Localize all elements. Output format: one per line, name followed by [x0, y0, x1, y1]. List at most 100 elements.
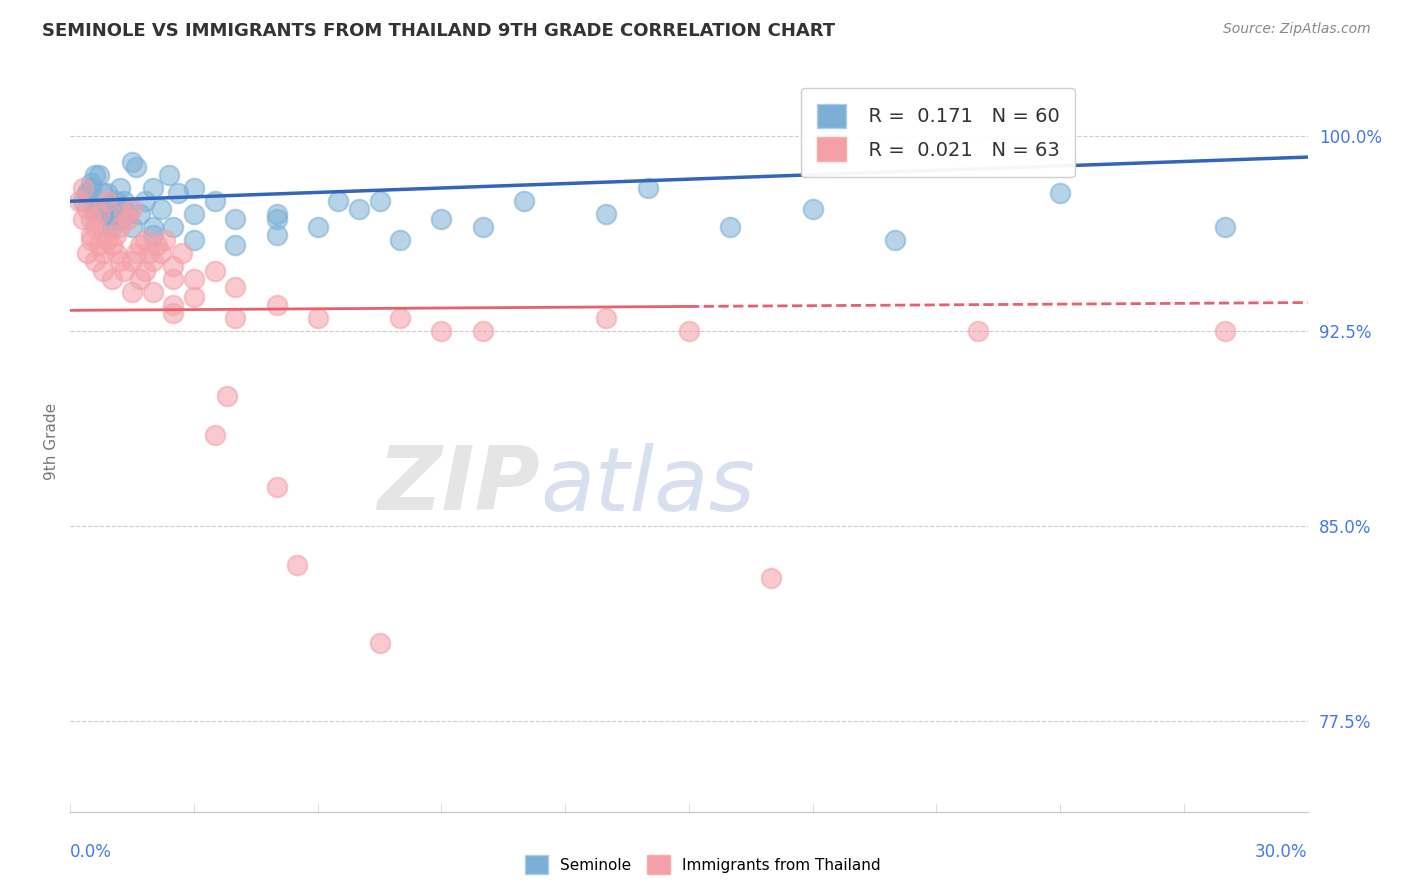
Point	[112, 194, 135, 209]
Point	[368, 194, 391, 209]
Point	[266, 207, 288, 221]
Point	[368, 636, 391, 650]
Point	[637, 181, 659, 195]
Point	[966, 324, 988, 338]
Text: atlas: atlas	[540, 443, 755, 529]
Point	[100, 238, 122, 252]
Point	[72, 181, 94, 195]
Point	[183, 290, 205, 304]
Point	[89, 202, 111, 216]
Point	[266, 227, 288, 242]
Point	[513, 194, 536, 209]
Point	[153, 233, 176, 247]
Point	[183, 233, 205, 247]
Point	[108, 181, 131, 195]
Point	[183, 181, 205, 195]
Point	[89, 238, 111, 252]
Point	[307, 311, 329, 326]
Point	[104, 207, 127, 221]
Point	[76, 186, 98, 201]
Text: 30.0%: 30.0%	[1256, 843, 1308, 861]
Point	[84, 220, 107, 235]
Point	[80, 181, 103, 195]
Point	[142, 227, 165, 242]
Point	[204, 428, 226, 442]
Point	[761, 571, 783, 585]
Point	[170, 246, 193, 260]
Point	[112, 207, 135, 221]
Point	[285, 558, 308, 572]
Point	[112, 202, 135, 216]
Point	[162, 306, 184, 320]
Point	[91, 246, 114, 260]
Point	[117, 212, 139, 227]
Point	[108, 220, 131, 235]
Point	[129, 238, 152, 252]
Point	[96, 220, 118, 235]
Point	[266, 480, 288, 494]
Point	[142, 181, 165, 195]
Point	[117, 207, 139, 221]
Point	[100, 207, 122, 221]
Point	[1213, 220, 1236, 235]
Point	[96, 233, 118, 247]
Point	[121, 285, 143, 300]
Point	[471, 324, 494, 338]
Point	[76, 246, 98, 260]
Point	[389, 311, 412, 326]
Point	[389, 233, 412, 247]
Point	[91, 227, 114, 242]
Point	[884, 233, 907, 247]
Point	[76, 202, 98, 216]
Point	[100, 220, 122, 235]
Point	[104, 227, 127, 242]
Point	[678, 324, 700, 338]
Point	[121, 155, 143, 169]
Y-axis label: 9th Grade: 9th Grade	[44, 403, 59, 480]
Point	[146, 238, 169, 252]
Point	[224, 311, 246, 326]
Point	[150, 246, 173, 260]
Point	[129, 272, 152, 286]
Point	[84, 254, 107, 268]
Point	[1049, 186, 1071, 201]
Point	[142, 254, 165, 268]
Point	[125, 246, 148, 260]
Text: Source: ZipAtlas.com: Source: ZipAtlas.com	[1223, 22, 1371, 37]
Point	[91, 202, 114, 216]
Legend: Seminole, Immigrants from Thailand: Seminole, Immigrants from Thailand	[519, 849, 887, 880]
Point	[183, 272, 205, 286]
Point	[224, 238, 246, 252]
Point	[328, 194, 350, 209]
Point	[204, 264, 226, 278]
Point	[100, 212, 122, 227]
Point	[471, 220, 494, 235]
Point	[80, 176, 103, 190]
Point	[121, 220, 143, 235]
Point	[129, 207, 152, 221]
Point	[80, 227, 103, 242]
Point	[121, 254, 143, 268]
Text: SEMINOLE VS IMMIGRANTS FROM THAILAND 9TH GRADE CORRELATION CHART: SEMINOLE VS IMMIGRANTS FROM THAILAND 9TH…	[42, 22, 835, 40]
Point	[134, 194, 156, 209]
Point	[104, 194, 127, 209]
Text: 0.0%: 0.0%	[70, 843, 112, 861]
Point	[1213, 324, 1236, 338]
Point	[76, 186, 98, 201]
Point	[215, 389, 238, 403]
Point	[183, 207, 205, 221]
Point	[150, 202, 173, 216]
Point	[72, 194, 94, 209]
Point	[347, 202, 370, 216]
Legend:   R =  0.171   N = 60,   R =  0.021   N = 63: R = 0.171 N = 60, R = 0.021 N = 63	[801, 88, 1076, 177]
Point	[266, 212, 288, 227]
Point	[134, 233, 156, 247]
Point	[595, 311, 617, 326]
Point	[80, 212, 103, 227]
Point	[166, 186, 188, 201]
Point	[108, 254, 131, 268]
Point	[204, 194, 226, 209]
Point	[104, 246, 127, 260]
Point	[84, 202, 107, 216]
Point	[162, 298, 184, 312]
